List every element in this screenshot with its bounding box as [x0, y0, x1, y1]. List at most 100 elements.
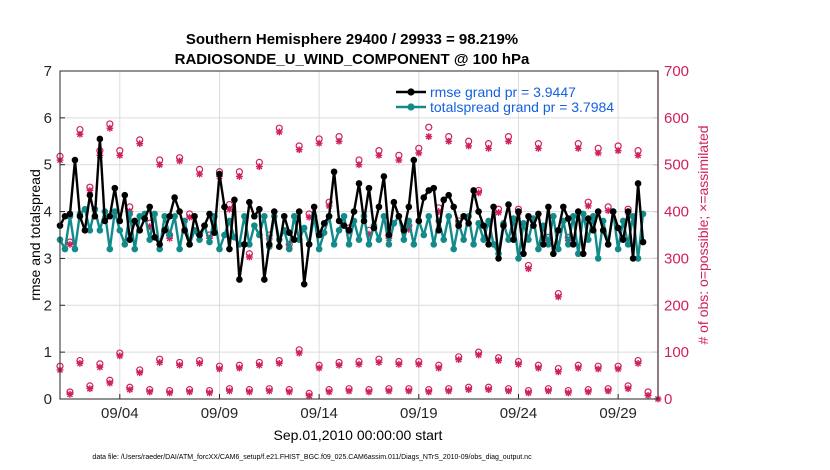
legend-spread-label: totalspread grand pr = 3.7984: [430, 99, 614, 115]
rmse-point: [246, 198, 253, 206]
obs-assimilated-marker: [574, 144, 582, 152]
rmse-point: [66, 210, 74, 218]
spread-point: [550, 212, 557, 220]
rmse-point: [435, 227, 443, 234]
obs-assimilated-marker: [475, 351, 482, 359]
obs-assimilated-marker: [505, 137, 512, 145]
spread-point: [619, 217, 627, 225]
spread-line: [58, 207, 645, 260]
rmse-point: [569, 241, 577, 248]
rmse-point: [639, 238, 647, 246]
obs-assimilated-marker: [96, 363, 104, 371]
rmse-point: [350, 208, 358, 215]
rmse-point: [425, 187, 433, 194]
spread-point: [355, 236, 363, 243]
obs-assimilated-marker: [584, 388, 592, 396]
obs-assimilated-marker: [206, 389, 213, 397]
spread-point: [589, 212, 597, 220]
spread-point: [221, 231, 228, 239]
obs-assimilated-marker: [325, 388, 333, 396]
rmse-point: [565, 215, 572, 222]
spread-point: [251, 222, 258, 229]
rmse-point: [61, 212, 69, 220]
rmse-point: [236, 276, 243, 283]
obs-assimilated-marker: [495, 357, 502, 364]
y-tick-label: 5: [44, 157, 52, 174]
spread-point: [86, 227, 94, 234]
obs-assimilated-marker: [146, 223, 154, 230]
rmse-line: [58, 137, 645, 286]
obs-assimilated-marker: [564, 389, 572, 397]
y-right-tick-label: 500: [664, 157, 689, 174]
rmse-point: [101, 217, 109, 225]
spread-point: [614, 245, 622, 253]
obs-assimilated-marker: [76, 130, 84, 138]
rmse-point: [395, 212, 403, 220]
rmse-point: [430, 184, 438, 192]
spread-point: [196, 236, 203, 243]
obs-assimilated-marker: [435, 364, 443, 372]
rmse-point: [465, 219, 472, 227]
rmse-point: [634, 180, 642, 187]
rmse-point: [579, 250, 587, 258]
rmse-point: [71, 156, 79, 164]
obs-assimilated-marker: [415, 149, 423, 157]
obs-assimilated-marker: [425, 388, 433, 396]
rmse-point: [340, 222, 348, 229]
rmse-point: [221, 203, 228, 211]
rmse-point: [540, 241, 547, 248]
x-tick-label: 09/24: [500, 405, 538, 422]
rmse-point: [470, 187, 477, 194]
obs-assimilated-marker: [475, 189, 482, 197]
rmse-point: [410, 156, 418, 164]
obs-assimilated-marker: [485, 144, 492, 152]
obs-assimilated-marker: [594, 149, 602, 157]
rmse-point: [480, 222, 487, 229]
y-axis-right-label: # of obs: o=possible; ×=assimilated: [695, 125, 711, 344]
obs-assimilated-marker: [136, 369, 144, 377]
rmse-point: [574, 208, 582, 215]
rmse-point: [141, 215, 149, 222]
rmse-point: [111, 184, 119, 192]
spread-point: [624, 241, 632, 248]
rmse-point: [315, 231, 323, 239]
rmse-point: [505, 201, 512, 208]
spread-point: [430, 241, 438, 248]
rmse-point: [181, 227, 188, 234]
rmse-point: [320, 219, 328, 227]
rmse-point: [420, 194, 428, 201]
grid-lines: [60, 71, 658, 399]
y-right-tick-label: 400: [664, 204, 689, 221]
obs-assimilated-marker: [495, 209, 502, 216]
obs-assimilated-marker: [86, 187, 94, 194]
spread-point: [410, 241, 418, 248]
obs-assimilated-marker: [355, 360, 363, 368]
obs-assimilated-marker: [445, 387, 453, 395]
obs-assimilated-marker: [236, 173, 243, 180]
obs-assimilated-marker: [245, 253, 253, 261]
y-right-tick-label: 700: [664, 63, 689, 80]
obs-assimilated-marker: [604, 207, 612, 215]
rmse-point: [171, 194, 178, 201]
spread-point: [261, 212, 268, 220]
rmse-point: [176, 208, 183, 215]
rmse-point: [166, 212, 173, 220]
obs-assimilated-marker: [614, 365, 622, 373]
spread-point: [330, 241, 338, 248]
obs-assimilated-marker: [226, 205, 233, 213]
obs-assimilated-marker: [126, 386, 134, 394]
spread-point: [121, 241, 129, 248]
spread-point: [96, 227, 104, 234]
rmse-point: [609, 208, 617, 215]
rmse-point: [186, 241, 193, 248]
rmse-point: [146, 203, 153, 211]
obs-assimilated-marker: [116, 352, 124, 360]
obs-assimilated-marker: [136, 140, 144, 148]
rmse-point: [161, 227, 168, 234]
spread-point: [71, 245, 79, 253]
obs-assimilated-marker: [584, 202, 592, 210]
y-right-tick-label: 600: [664, 110, 689, 127]
obs-assimilated-marker: [544, 387, 552, 395]
rmse-point: [360, 217, 368, 225]
obs-assimilated-marker: [245, 388, 253, 396]
